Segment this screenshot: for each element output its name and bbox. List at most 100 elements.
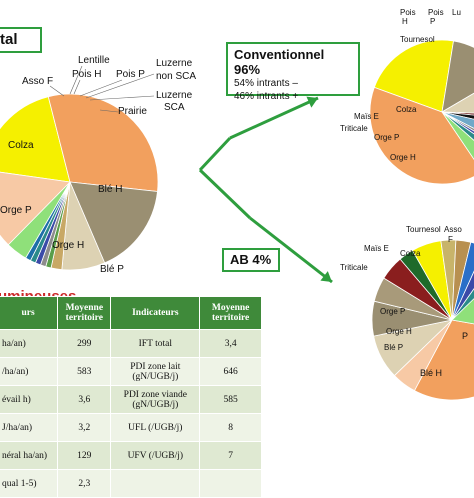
pie-chart-conventionnel bbox=[369, 39, 474, 185]
pie-charts-canvas: Colza Blé H Orge H Orge P Blé P Asso F Lentill… bbox=[0, 8, 474, 401]
slice-label-asso-f-2: F bbox=[448, 235, 453, 244]
slice-label-ble-p: Blé P bbox=[384, 343, 403, 352]
table-header-cell: urs bbox=[0, 296, 59, 330]
pie-slice bbox=[47, 93, 159, 192]
pie-slice bbox=[0, 96, 71, 183]
table-cell: 7 bbox=[199, 441, 262, 470]
conventionnel-title: Conventionnel 96% bbox=[234, 47, 325, 77]
slice-label-asso-f-1: Asso bbox=[444, 225, 462, 234]
table-cell: évail h) bbox=[0, 385, 59, 414]
pie-slice bbox=[373, 39, 454, 113]
slice-label-tournesol: Tournesol bbox=[400, 35, 435, 44]
table-cell: PDI zone lait (gN/UGB/j) bbox=[110, 357, 201, 386]
table-cell: 583 bbox=[57, 357, 112, 386]
table-header-cell: Moyenne territoire bbox=[57, 296, 112, 330]
slice-label-prairie: Prairie bbox=[118, 106, 147, 117]
slice-label-tournesol: Tournesol bbox=[406, 225, 441, 234]
slice-label-pois-h-1: Pois bbox=[400, 8, 416, 17]
slice-label-ble-h: Blé H bbox=[98, 184, 122, 195]
leader-line bbox=[99, 109, 119, 113]
slice-label-pois-p-2: P bbox=[430, 17, 435, 26]
table-cell: 299 bbox=[57, 329, 112, 358]
slice-label-lentille: Lentille bbox=[78, 55, 110, 66]
slice-label-mais-e: Maïs E bbox=[354, 112, 379, 121]
pie-slice bbox=[451, 298, 474, 325]
table-cell: néral ha/an) bbox=[0, 441, 59, 470]
slice-label-colza: Colza bbox=[8, 140, 34, 151]
table-cell: IFT total bbox=[110, 329, 201, 358]
table-header-row: urs Moyenne territoire Indicateurs Moyen… bbox=[0, 296, 262, 330]
conventionnel-label-box: Conventionnel 96% 54% intrants – 46% int… bbox=[226, 42, 360, 102]
slice-label-orge-h: Orge H bbox=[390, 153, 416, 162]
table-cell: J/ha/an) bbox=[0, 413, 59, 442]
table-cell: PDI zone viande (gN/UGB/j) bbox=[110, 385, 201, 414]
slice-label-luzerne-nonsca-2: non SCA bbox=[156, 71, 196, 82]
slice-label-luzerne-sca-1: Luzerne bbox=[156, 90, 193, 101]
table-cell: ha/an) bbox=[0, 329, 59, 358]
leader-line bbox=[89, 95, 155, 101]
total-label-box: tal bbox=[0, 27, 42, 53]
pie-slice bbox=[440, 92, 474, 114]
table-header-cell: Indicateurs bbox=[110, 296, 201, 330]
slice-label-luzerne-sca-2: SCA bbox=[164, 102, 185, 113]
pie-chart-ab bbox=[371, 239, 474, 401]
slice-label-colza: Colza bbox=[400, 249, 421, 258]
slice-label-pois-h: Pois H bbox=[72, 69, 101, 80]
slice-label-orge-p: Orge P bbox=[374, 133, 399, 142]
conventionnel-line-2: 46% intrants + bbox=[234, 91, 299, 102]
pie-slice bbox=[451, 241, 474, 321]
slice-label-ble-h: Blé H bbox=[420, 368, 442, 378]
table-header-cell: Moyenne territoire bbox=[199, 296, 262, 330]
slice-label-ble-p: Blé P bbox=[100, 264, 124, 275]
slice-label-orge-h: Orge H bbox=[386, 327, 412, 336]
total-label-text: tal bbox=[0, 31, 18, 48]
slice-label-asso-f: Asso F bbox=[22, 76, 53, 87]
slice-label-luzerne-nonsca-1: Luzerne bbox=[156, 58, 193, 69]
slice-label-luzerne: Lu bbox=[452, 8, 461, 17]
table-row: néral ha/an) 129 UFV (/UGB/j) 7 bbox=[0, 441, 262, 470]
table-cell: 3,2 bbox=[57, 413, 112, 442]
arrow-stem-down bbox=[198, 168, 252, 220]
pie-slice bbox=[413, 319, 474, 401]
pie-slice bbox=[441, 111, 474, 116]
arrow-to-ab bbox=[249, 216, 333, 284]
table-cell: UFL (/UGB/j) bbox=[110, 413, 201, 442]
table-row: ha/an) 299 IFT total 3,4 bbox=[0, 329, 262, 358]
slice-label-pois-p: Pois P bbox=[116, 69, 145, 80]
slice-label-pois-p-1: Pois bbox=[428, 8, 444, 17]
conventionnel-line-1: 54% intrants – bbox=[234, 78, 298, 89]
table-cell: 585 bbox=[199, 385, 262, 414]
indicators-table: urs Moyenne territoire Indicateurs Moyen… bbox=[0, 296, 262, 498]
table-cell: /ha/an) bbox=[0, 357, 59, 386]
slice-label-colza: Colza bbox=[396, 105, 417, 114]
table-cell: 3,6 bbox=[57, 385, 112, 414]
pie-slice bbox=[441, 40, 474, 113]
leader-line bbox=[49, 85, 65, 97]
slice-label-pois-h-2: H bbox=[402, 17, 408, 26]
leader-line bbox=[79, 79, 123, 97]
pie-slice bbox=[0, 171, 71, 246]
table-row: /ha/an) 583 PDI zone lait (gN/UGB/j) 646 bbox=[0, 357, 262, 386]
arrow-to-conventionnel bbox=[229, 96, 319, 140]
slice-label-p: P bbox=[462, 331, 468, 341]
slice-label-orge-p: Orge P bbox=[0, 205, 32, 216]
table-cell: 646 bbox=[199, 357, 262, 386]
slice-label-triticale: Triticale bbox=[340, 124, 368, 133]
table-cell: 8 bbox=[199, 413, 262, 442]
pie-slice bbox=[451, 288, 474, 321]
leader-line bbox=[85, 73, 155, 99]
slice-label-mais-e: Maïs E bbox=[364, 244, 389, 253]
slice-label-orge-p: Orge P bbox=[380, 307, 405, 316]
pie-slice bbox=[369, 86, 474, 185]
pie-slice bbox=[69, 181, 158, 264]
table-row: évail h) 3,6 PDI zone viande (gN/UGB/j) 585 bbox=[0, 385, 262, 414]
leader-line bbox=[73, 79, 81, 95]
pie-chart-total bbox=[0, 93, 159, 271]
table-cell: 129 bbox=[57, 441, 112, 470]
leader-line bbox=[69, 65, 83, 95]
table-row: J/ha/an) 3,2 UFL (/UGB/j) 8 bbox=[0, 413, 262, 442]
slice-label-orge-h: Orge H bbox=[52, 240, 84, 251]
slice-label-triticale: Triticale bbox=[340, 263, 368, 272]
ab-label-text: AB 4% bbox=[230, 252, 272, 267]
table-cell: 3,4 bbox=[199, 329, 262, 358]
